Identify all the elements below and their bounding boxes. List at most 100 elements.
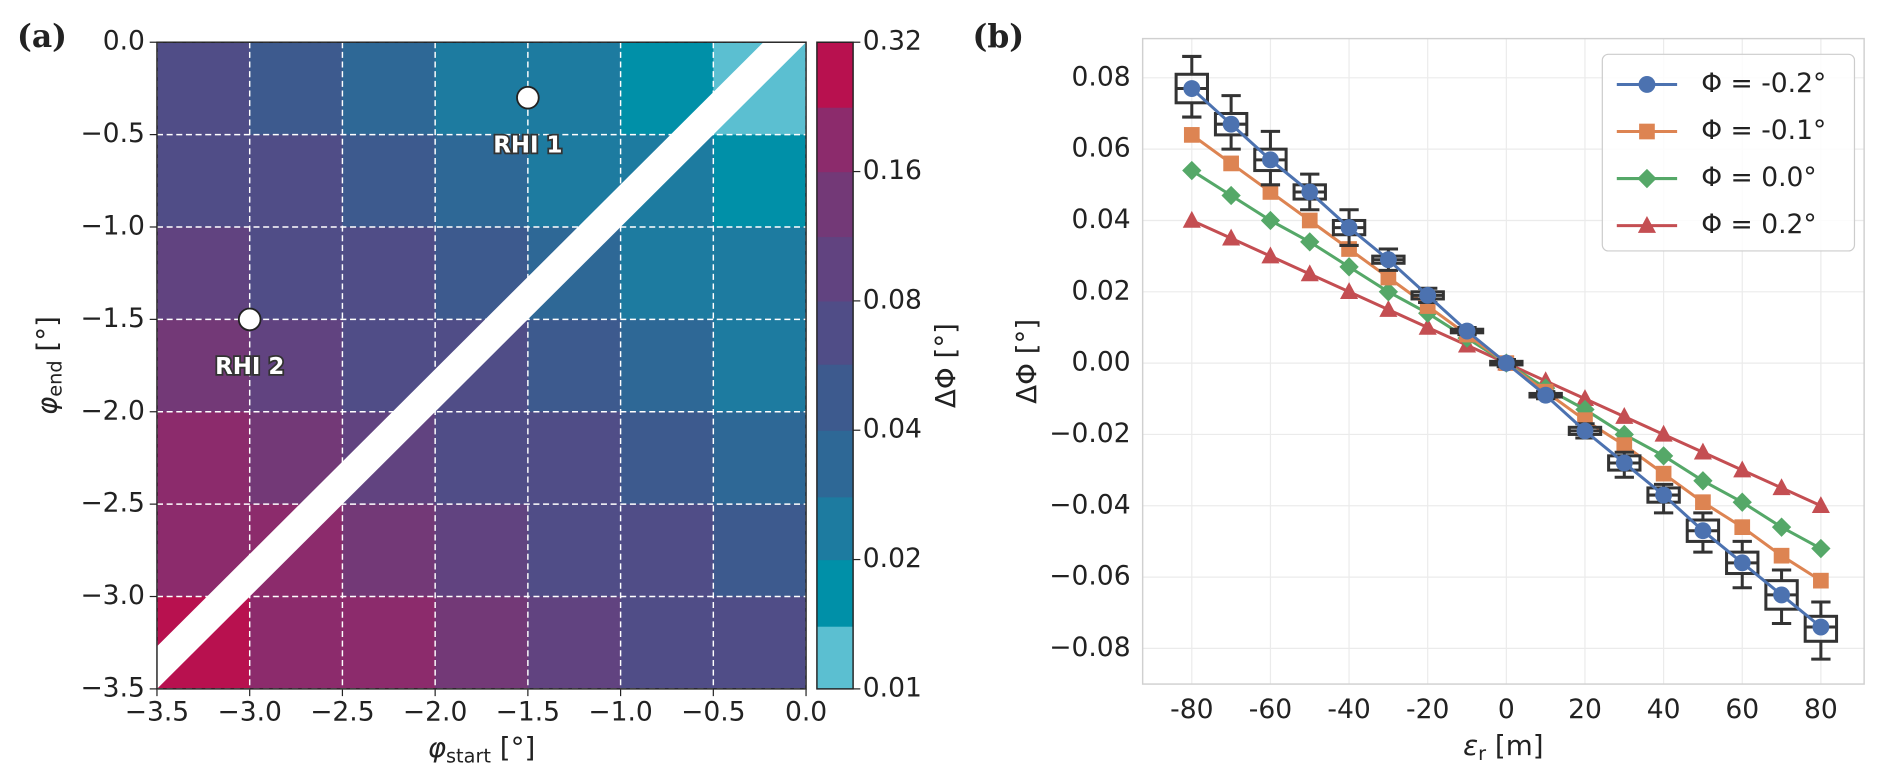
marker (1616, 437, 1633, 453)
colorbar-segment (816, 626, 854, 690)
colorbar-tick-label: 0.08 (863, 284, 922, 315)
panel-label: (a) (17, 19, 67, 55)
y-tick-label: −3.5 (80, 672, 144, 703)
marker (1340, 282, 1359, 300)
colorbar-segment (816, 42, 854, 108)
x-tick-label: 40 (1647, 694, 1681, 725)
colorbar-segment (816, 559, 854, 627)
contour-cell (156, 319, 251, 413)
colorbar-segment (816, 496, 854, 561)
x-tick-label: −1.0 (588, 697, 652, 728)
colorbar-tick-label: 0.01 (863, 672, 922, 703)
x-tick-label: −3.5 (125, 697, 189, 728)
contour-field (156, 42, 807, 689)
marker (1379, 251, 1397, 269)
contour-cell (342, 42, 436, 136)
marker (1301, 212, 1318, 229)
marker-point (516, 85, 540, 110)
marker (1575, 389, 1595, 407)
y-tick-label: 0.00 (1072, 347, 1131, 378)
marker-point (237, 307, 262, 332)
contour-cell (620, 411, 714, 505)
marker (1615, 406, 1634, 424)
contour-cell (527, 42, 622, 136)
marker (1637, 168, 1657, 189)
y-tick-label: 0.0 (103, 26, 145, 57)
contour-cell (156, 411, 251, 505)
x-tick-label: -40 (1327, 694, 1370, 725)
marker (1537, 386, 1555, 404)
marker (1300, 264, 1319, 282)
legend-label: Φ = 0.0° (1701, 162, 1816, 193)
marker (1418, 317, 1437, 335)
contour-cell (249, 134, 344, 228)
marker (1378, 282, 1399, 302)
marker (1653, 446, 1674, 466)
x-tick-label: −2.0 (403, 697, 467, 728)
marker (1734, 519, 1751, 536)
colorbar-tick-label: 0.32 (863, 26, 922, 57)
marker (1261, 151, 1279, 169)
marker (1811, 496, 1830, 514)
x-tick-label: 20 (1568, 694, 1602, 725)
colorbar-segment (816, 107, 854, 173)
y-tick-label: −0.5 (80, 118, 144, 149)
contour-cell (435, 596, 529, 689)
y-tick-label: −1.5 (80, 303, 144, 334)
marker (1182, 210, 1201, 228)
marker (1260, 210, 1281, 231)
marker (1183, 80, 1201, 97)
colorbar-tick-label: 0.04 (863, 414, 922, 445)
contour-cell (713, 134, 807, 228)
marker (1693, 471, 1713, 491)
marker (1379, 299, 1398, 317)
colorbar-tick-label: 0.02 (863, 543, 922, 574)
marker (1694, 522, 1712, 540)
legend-label: Φ = -0.1° (1701, 115, 1826, 146)
contour-cell (435, 504, 529, 598)
contour-cell (527, 411, 622, 505)
marker (1639, 123, 1655, 140)
marker (1732, 492, 1752, 512)
x-tick-label: 80 (1804, 694, 1838, 725)
x-tick-label: −3.0 (217, 697, 281, 728)
contour-cell (713, 319, 807, 413)
marker (1262, 184, 1279, 200)
y-tick-label: −2.0 (80, 395, 144, 426)
y-tick-label: 0.08 (1072, 61, 1131, 92)
point-label: RHI 1 (493, 132, 562, 158)
y-tick-label: 0.06 (1072, 133, 1131, 164)
y-tick-label: −1.0 (80, 210, 144, 241)
contour-cell (713, 411, 807, 505)
x-tick-label: 0.0 (785, 697, 827, 728)
marker (1695, 494, 1711, 511)
contour-cell (342, 596, 436, 689)
marker (1655, 465, 1672, 482)
marker (1654, 424, 1673, 442)
contour-cell (713, 504, 807, 598)
marker (1261, 246, 1280, 264)
marker (1222, 115, 1240, 133)
marker (1419, 286, 1437, 304)
marker (1576, 422, 1594, 440)
legend-label: Φ = -0.2° (1701, 68, 1826, 99)
marker (1773, 547, 1790, 564)
contour-cell (435, 411, 529, 505)
y-tick-label: −0.08 (1049, 632, 1130, 663)
legend-box (1601, 53, 1856, 252)
contour-cell (156, 226, 251, 320)
colorbar-segment (816, 300, 854, 365)
label-subscript: r (1478, 742, 1486, 765)
colorbar-tick-label: 0.16 (863, 155, 922, 186)
marker (1615, 454, 1633, 472)
contour-cell (342, 226, 436, 320)
x-axis-label: φstart [°] (428, 731, 536, 767)
contour-cell (620, 504, 714, 598)
contour-cell (156, 42, 251, 136)
colorbar-segment (816, 236, 854, 302)
label-symbol: ε (1463, 729, 1478, 762)
marker (1222, 228, 1241, 246)
contour-cell (435, 42, 529, 136)
marker (1733, 554, 1751, 572)
